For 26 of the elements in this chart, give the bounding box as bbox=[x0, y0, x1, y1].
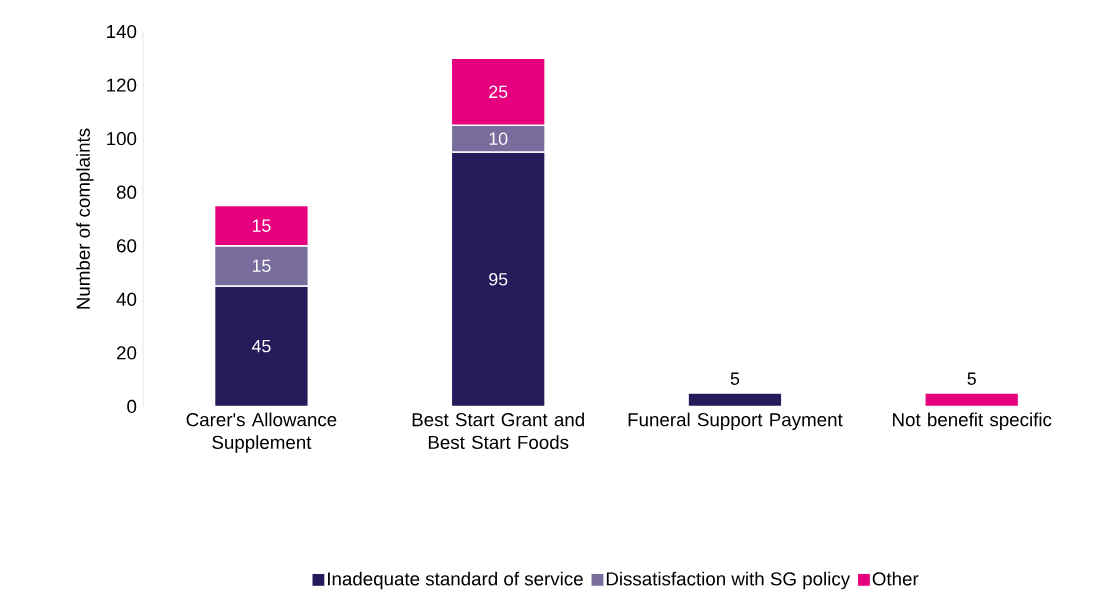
x-tick-label: Not benefit specific bbox=[893, 412, 1052, 431]
data-label: 15 bbox=[252, 219, 271, 232]
data-label: 25 bbox=[489, 85, 508, 99]
x-tick-label: Best Start Grant and Best Start Foods bbox=[412, 412, 584, 450]
y-tick-label: 120 bbox=[107, 78, 137, 92]
y-tick-label: 20 bbox=[117, 346, 137, 360]
y-tick-label: 80 bbox=[116, 185, 137, 199]
y-axis-title: Number of complaints bbox=[76, 128, 94, 309]
y-tick-label: 140 bbox=[107, 24, 137, 39]
y-tick-label: 60 bbox=[117, 239, 137, 253]
y-tick-label: 40 bbox=[116, 292, 137, 307]
data-label: 10 bbox=[489, 132, 508, 145]
data-label: 5 bbox=[730, 372, 740, 385]
y-tick-label: 100 bbox=[107, 132, 137, 146]
data-label: 95 bbox=[489, 273, 508, 286]
data-label: 15 bbox=[252, 259, 271, 273]
x-tick-label: Carer's Allowance Supplement bbox=[186, 412, 337, 453]
data-label: 45 bbox=[251, 340, 271, 353]
bar bbox=[687, 392, 783, 408]
data-label: 5 bbox=[967, 372, 976, 385]
legend-label: Inadequate standard of service bbox=[328, 571, 583, 590]
legend-label: Dissatisfaction with SG policy bbox=[606, 571, 851, 590]
x-tick-label: Funeral Support Payment bbox=[628, 412, 843, 431]
y-tick-label: 0 bbox=[127, 399, 137, 414]
legend-label: Other bbox=[872, 571, 919, 586]
bar bbox=[924, 392, 1020, 408]
